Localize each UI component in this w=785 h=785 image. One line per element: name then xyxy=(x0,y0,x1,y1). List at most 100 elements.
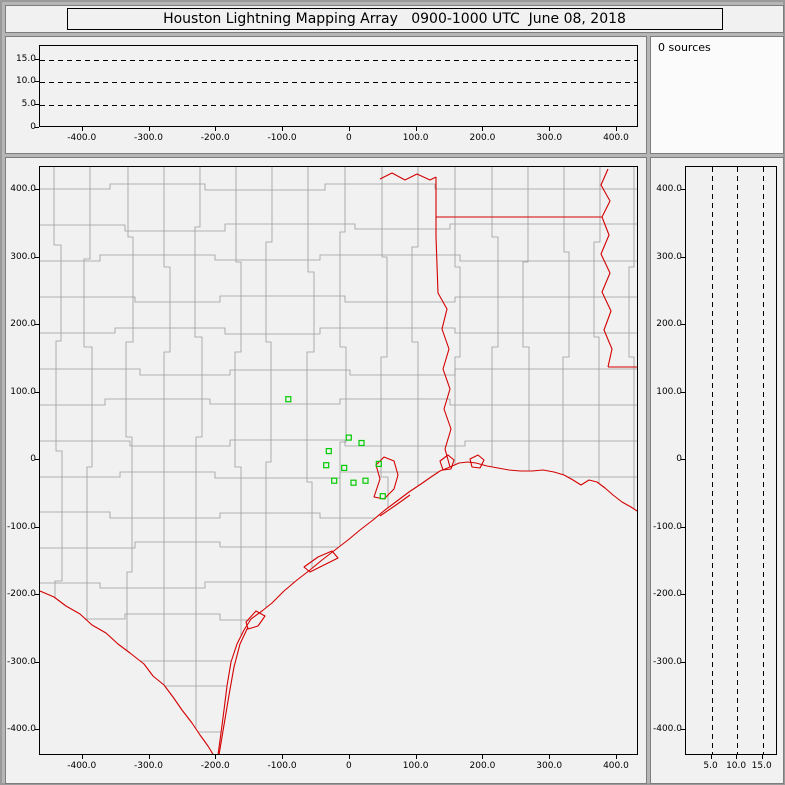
rio-grande-and-gulf-coastline xyxy=(40,461,637,754)
x-tick-label: -300.0 xyxy=(134,133,164,143)
y-tick-label: 400.0 xyxy=(656,183,682,194)
y-tick-mark xyxy=(35,81,39,83)
x-tick-mark xyxy=(549,127,551,131)
y-tick-label: 200.0 xyxy=(656,319,682,330)
y-tick-label: -200.0 xyxy=(652,589,682,600)
y-tick-mark xyxy=(35,459,39,461)
x-tick-mark xyxy=(348,755,350,759)
lma-station-marker xyxy=(375,460,382,467)
lma-station-marker xyxy=(285,396,292,403)
altitude-gridline xyxy=(762,167,764,754)
lma-station-marker xyxy=(341,464,348,471)
title-bar: Houston Lightning Mapping Array 0900-100… xyxy=(5,5,784,33)
x-tick-label: -400.0 xyxy=(67,133,97,143)
y-tick-label: 400.0 xyxy=(10,183,36,194)
x-tick-mark xyxy=(148,127,150,131)
altitude-gridline xyxy=(40,82,637,84)
x-tick-label: 15.0 xyxy=(751,761,772,771)
lma-station-marker xyxy=(362,477,369,484)
x-tick-label: -200.0 xyxy=(200,761,230,771)
altitude-gridline xyxy=(40,59,637,61)
y-tick-mark xyxy=(681,661,685,663)
x-tick-label: 200.0 xyxy=(469,133,496,143)
altitude-gridline xyxy=(711,167,713,754)
y-tick-label: 300.0 xyxy=(656,251,682,262)
y-tick-mark xyxy=(681,526,685,528)
y-tick-mark xyxy=(35,729,39,731)
x-tick-label: 400.0 xyxy=(603,133,629,143)
lma-station-markers xyxy=(285,396,386,500)
x-tick-mark xyxy=(215,127,217,131)
x-tick-mark xyxy=(549,755,551,759)
plan-view-map-plot[interactable] xyxy=(39,166,638,755)
x-tick-label: 300.0 xyxy=(536,761,563,771)
y-tick-label: 10.0 xyxy=(15,76,36,87)
x-tick-label: -100.0 xyxy=(267,133,297,143)
x-tick-mark xyxy=(282,755,284,759)
x-tick-label: 5.0 xyxy=(703,761,718,771)
galveston-bay xyxy=(373,456,399,500)
coastal-bay xyxy=(303,550,339,573)
x-tick-label: 200.0 xyxy=(469,761,496,771)
y-tick-label: 0 xyxy=(30,122,36,132)
x-tick-mark xyxy=(761,755,763,759)
x-tick-label: 10.0 xyxy=(726,761,747,771)
x-tick-mark xyxy=(615,755,617,759)
county-boundaries xyxy=(40,167,637,754)
altitude-gridline xyxy=(737,167,739,754)
y-tick-mark xyxy=(35,594,39,596)
altitude-vs-eastwest-plot[interactable] xyxy=(39,45,638,127)
barrier-island xyxy=(218,626,249,754)
coastal-bay xyxy=(245,610,266,630)
y-tick-mark xyxy=(681,729,685,731)
barrier-island xyxy=(379,494,411,517)
y-tick-label: -300.0 xyxy=(652,656,682,667)
y-tick-label: 15.0 xyxy=(15,53,36,64)
lma-station-marker xyxy=(358,439,365,447)
x-tick-label: 400.0 xyxy=(603,761,629,771)
y-tick-mark xyxy=(681,594,685,596)
texas-map-canvas xyxy=(40,167,637,754)
y-tick-label: -400.0 xyxy=(6,724,36,735)
y-tick-mark xyxy=(35,324,39,326)
x-tick-label: 100.0 xyxy=(402,761,429,771)
altitude-vs-northsouth-plot[interactable] xyxy=(685,166,777,755)
x-tick-mark xyxy=(736,755,738,759)
x-tick-mark xyxy=(215,755,217,759)
lma-station-marker xyxy=(323,462,330,469)
x-tick-mark xyxy=(615,127,617,131)
y-tick-mark xyxy=(681,324,685,326)
x-tick-label: 300.0 xyxy=(536,133,563,143)
y-tick-label: -100.0 xyxy=(652,521,682,532)
x-tick-label: -300.0 xyxy=(134,761,164,771)
sources-count-panel: 0 sources xyxy=(650,36,784,154)
x-tick-mark xyxy=(482,755,484,759)
x-tick-mark xyxy=(710,755,712,759)
y-tick-label: -400.0 xyxy=(652,724,682,735)
y-tick-label: 5.0 xyxy=(21,99,36,110)
y-tick-mark xyxy=(35,58,39,60)
x-tick-label: -100.0 xyxy=(267,761,297,771)
x-tick-label: -400.0 xyxy=(67,761,97,771)
y-tick-mark xyxy=(681,391,685,393)
mississippi-river-border xyxy=(600,168,613,368)
y-tick-label: -200.0 xyxy=(6,589,36,600)
y-tick-mark xyxy=(35,127,39,128)
altitude-vs-northsouth-panel: 5.0 10.0 15.0 400.0 300.0 200.0 100.0 0 -100.0 -2… xyxy=(650,157,784,784)
lma-station-marker xyxy=(331,477,338,484)
x-tick-label: 0 xyxy=(345,133,352,143)
y-tick-mark xyxy=(681,188,685,190)
x-tick-mark xyxy=(282,127,284,131)
state-borders-and-coastline xyxy=(40,168,637,754)
x-tick-mark xyxy=(415,755,417,759)
y-tick-mark xyxy=(35,661,39,663)
y-tick-label: 200.0 xyxy=(10,319,36,330)
x-tick-label: 100.0 xyxy=(402,133,429,143)
lma-station-marker xyxy=(379,493,386,500)
y-tick-label: -300.0 xyxy=(6,656,36,667)
lma-station-marker xyxy=(350,479,357,486)
x-tick-mark xyxy=(482,127,484,131)
altitude-vs-eastwest-panel: -400.0 -300.0 -200.0 -100.0 0 100.0 200.0 300.0… xyxy=(5,36,647,154)
texas-louisiana-border xyxy=(435,177,452,468)
